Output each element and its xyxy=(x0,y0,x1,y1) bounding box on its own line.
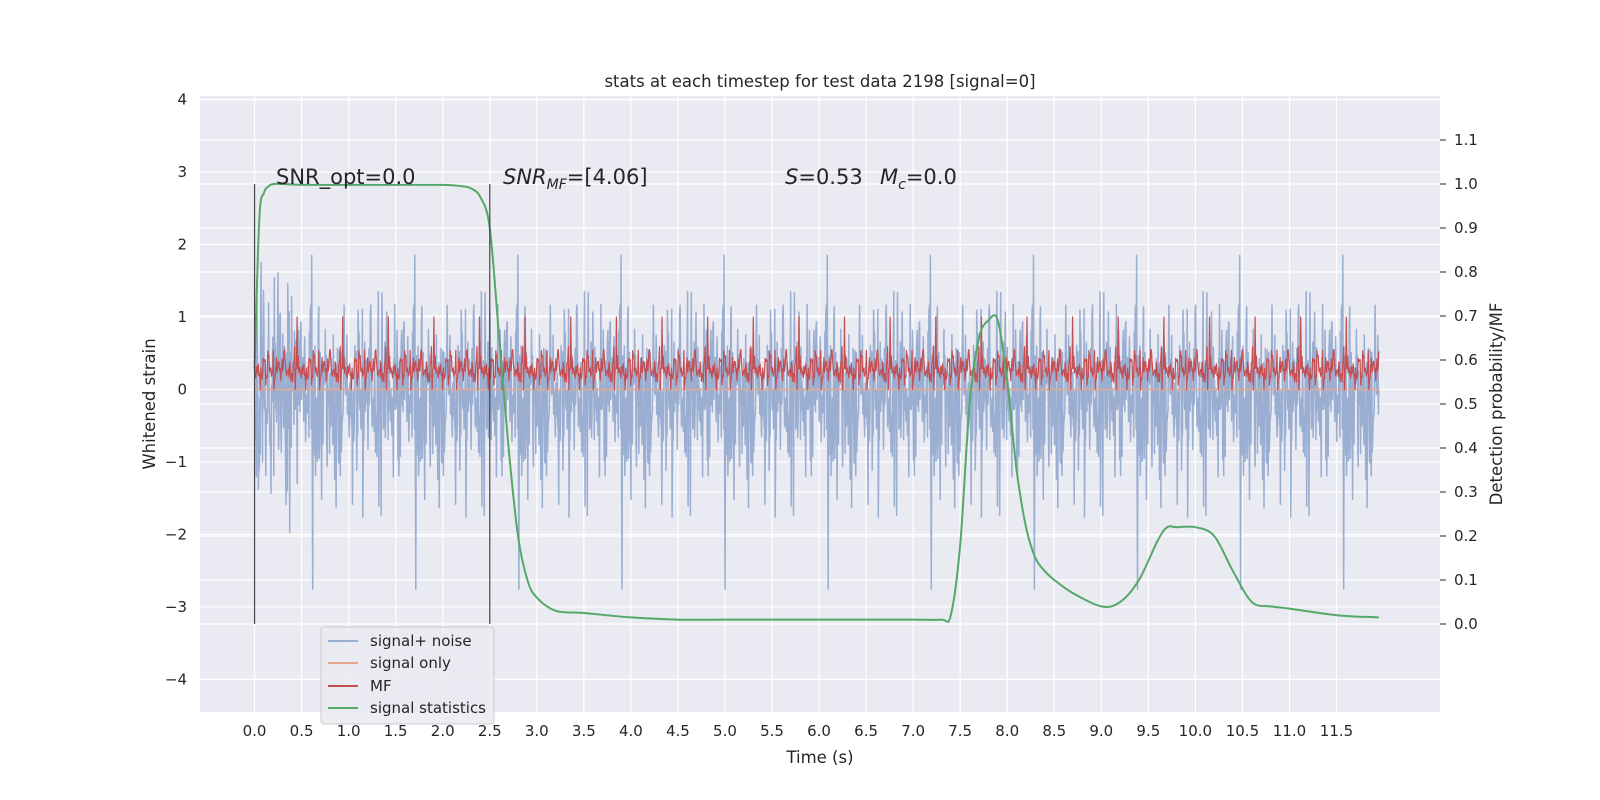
x-tick-label: 3.0 xyxy=(525,722,549,740)
chart-title: stats at each timestep for test data 219… xyxy=(604,72,1035,91)
y-right-tick-label: 0.5 xyxy=(1454,395,1478,413)
y-left-tick-label: 2 xyxy=(177,236,187,254)
x-tick-label: 7.0 xyxy=(901,722,925,740)
annotation-snr-mf: SNRMF=[4.06] xyxy=(503,165,648,193)
y-right-tick-label: 0.2 xyxy=(1454,527,1478,545)
annotation-snr-mf-base: SNR xyxy=(503,165,547,189)
y-left-tick-label: 1 xyxy=(177,308,187,326)
x-tick-label: 0.0 xyxy=(243,722,267,740)
x-tick-label: 4.5 xyxy=(666,722,690,740)
y-left-tick-label: −4 xyxy=(165,670,187,688)
x-tick-label: 2.0 xyxy=(431,722,455,740)
y-right-tick-label: 1.0 xyxy=(1454,175,1478,193)
y-right-tick-label: 0.6 xyxy=(1454,351,1478,369)
y-left-tick-label: 4 xyxy=(177,91,187,109)
annotation-s: S=0.53 xyxy=(785,165,863,189)
legend-label-mf: MF xyxy=(370,677,392,695)
x-tick-label: 11.0 xyxy=(1273,722,1306,740)
annotation-snr-mf-value: =[4.06] xyxy=(567,165,648,189)
annotation-s-value: =0.53 xyxy=(798,165,862,189)
x-tick-label: 5.5 xyxy=(760,722,784,740)
y-right-tick-label: 0.9 xyxy=(1454,219,1478,237)
annotation-mc-value: =0.0 xyxy=(906,165,957,189)
y-right-tick-label: 1.1 xyxy=(1454,131,1478,149)
y-left-tick-label: 0 xyxy=(177,381,187,399)
x-tick-label: 6.0 xyxy=(807,722,831,740)
legend-box xyxy=(320,626,495,725)
x-tick-label: 5.0 xyxy=(713,722,737,740)
x-axis-ticks: 0.0 0.5 1.0 1.5 2.0 2.5 3.0 3.5 4.0 4.5 5.0 5.5 6.0 6… xyxy=(243,722,1354,740)
y-left-tick-label: −1 xyxy=(165,453,187,471)
x-axis-label: Time (s) xyxy=(785,748,853,767)
y-right-axis-label: Detection probability/MF xyxy=(1487,303,1506,506)
y-right-axis-ticks: 0.0 0.1 0.2 0.3 0.4 0.5 0.6 0.7 0.8 0.9 1.0 1.1 xyxy=(1440,131,1478,633)
x-tick-label: 8.0 xyxy=(995,722,1019,740)
annotation-mc-sub: c xyxy=(898,177,906,193)
x-tick-label: 4.0 xyxy=(619,722,643,740)
x-tick-label: 6.5 xyxy=(854,722,878,740)
annotation-mc: Mc=0.0 xyxy=(880,165,957,193)
y-left-axis-label: Whitened strain xyxy=(140,338,159,469)
y-right-tick-label: 0.8 xyxy=(1454,263,1478,281)
y-left-tick-label: −2 xyxy=(165,525,187,543)
legend-label-signal-noise: signal+ noise xyxy=(370,632,472,650)
x-tick-label: 11.5 xyxy=(1320,722,1353,740)
y-right-tick-label: 0.0 xyxy=(1454,615,1478,633)
annotation-snr-opt: SNR_opt=0.0 xyxy=(276,165,416,190)
x-tick-label: 1.5 xyxy=(384,722,408,740)
y-right-tick-label: 0.7 xyxy=(1454,307,1478,325)
annotation-mc-symbol: M xyxy=(880,165,898,189)
series-mf xyxy=(254,316,1380,391)
x-tick-label: 9.0 xyxy=(1089,722,1113,740)
legend: signal+ noise signal only MF signal stat… xyxy=(320,626,495,725)
x-tick-label: 3.5 xyxy=(572,722,596,740)
x-tick-label: 0.5 xyxy=(290,722,314,740)
x-tick-label: 8.5 xyxy=(1042,722,1066,740)
y-right-tick-label: 0.3 xyxy=(1454,483,1478,501)
annotation-snr-mf-sub: MF xyxy=(547,177,568,193)
x-tick-label: 1.0 xyxy=(337,722,361,740)
y-right-tick-label: 0.4 xyxy=(1454,439,1478,457)
x-tick-label: 7.5 xyxy=(948,722,972,740)
y-left-tick-label: −3 xyxy=(165,598,187,616)
x-tick-label: 2.5 xyxy=(478,722,502,740)
y-right-tick-label: 0.1 xyxy=(1454,571,1478,589)
legend-label-signal-only: signal only xyxy=(370,654,451,672)
y-left-axis-ticks: −4 −3 −2 −1 0 1 2 3 4 xyxy=(165,91,187,689)
annotation-s-symbol: S xyxy=(785,165,798,189)
legend-label-signal-statistics: signal statistics xyxy=(370,699,486,717)
x-tick-label: 9.5 xyxy=(1136,722,1160,740)
x-tick-label: 10.5 xyxy=(1226,722,1259,740)
x-tick-label: 10.0 xyxy=(1179,722,1212,740)
y-left-tick-label: 3 xyxy=(177,163,187,181)
vertical-markers xyxy=(253,184,491,624)
series-signal-statistics xyxy=(253,182,1379,623)
